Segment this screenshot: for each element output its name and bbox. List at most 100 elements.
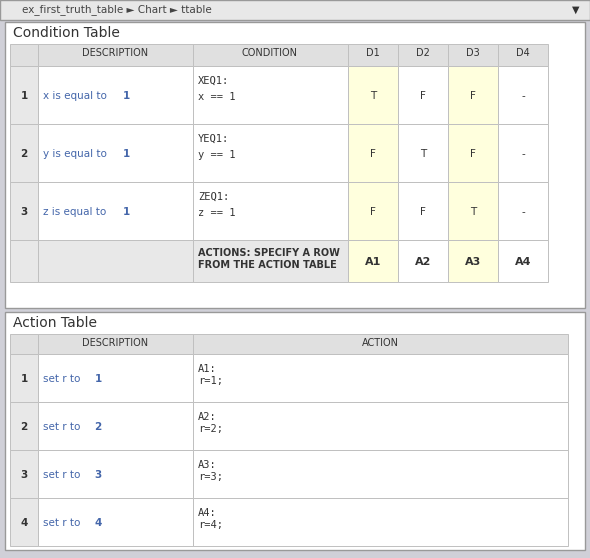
Text: T: T [420, 149, 426, 159]
Text: set r to: set r to [43, 374, 84, 384]
Text: 1: 1 [123, 207, 130, 217]
Text: 4: 4 [94, 518, 102, 528]
Bar [498, 66, 548, 124]
Bar [398, 240, 448, 282]
Bar [193, 124, 348, 182]
Text: A1: A1 [365, 257, 381, 267]
Bar [10, 66, 38, 124]
Text: D1: D1 [366, 48, 380, 58]
Text: 4: 4 [20, 518, 28, 528]
Text: ACTIONS: SPECIFY A ROW: ACTIONS: SPECIFY A ROW [198, 248, 340, 258]
Bar [398, 182, 448, 240]
Text: XEQ1:: XEQ1: [198, 76, 230, 86]
Bar [10, 498, 38, 546]
Bar [193, 354, 568, 402]
Text: D3: D3 [466, 48, 480, 58]
Bar [348, 66, 398, 124]
Bar [498, 124, 548, 182]
Bar [193, 498, 568, 546]
Bar [10, 182, 38, 240]
Bar [38, 450, 193, 498]
Text: ex_first_truth_table ► Chart ► ttable: ex_first_truth_table ► Chart ► ttable [22, 4, 212, 15]
Text: y is equal to: y is equal to [43, 149, 110, 159]
Bar [193, 240, 348, 282]
Text: 1: 1 [21, 374, 28, 384]
Bar [10, 354, 38, 402]
Bar [38, 240, 193, 282]
Text: 1: 1 [123, 149, 130, 159]
Text: x is equal to: x is equal to [43, 91, 110, 101]
Text: YEQ1:: YEQ1: [198, 134, 230, 144]
Text: A1:: A1: [198, 364, 217, 374]
Bar [10, 124, 38, 182]
Text: ZEQ1:: ZEQ1: [198, 192, 230, 202]
Text: 1: 1 [21, 91, 28, 101]
Text: -: - [521, 207, 525, 217]
Text: ▼: ▼ [572, 5, 580, 15]
Text: A4: A4 [514, 257, 531, 267]
Text: z is equal to: z is equal to [43, 207, 110, 217]
Text: F: F [370, 207, 376, 217]
Text: A4:: A4: [198, 508, 217, 518]
Text: T: T [370, 91, 376, 101]
Text: Condition Table: Condition Table [13, 26, 120, 40]
Bar [348, 240, 398, 282]
Text: CONDITION: CONDITION [242, 48, 298, 58]
Bar [38, 354, 193, 402]
Bar [193, 182, 348, 240]
Text: ACTION: ACTION [362, 338, 398, 348]
Bar [10, 402, 38, 450]
Bar [10, 44, 38, 66]
Bar [5, 312, 585, 550]
Bar [193, 450, 568, 498]
Bar [0, 0, 590, 20]
Text: D2: D2 [416, 48, 430, 58]
Bar [193, 402, 568, 450]
Text: z == 1: z == 1 [198, 208, 235, 218]
Bar [38, 124, 193, 182]
Text: 3: 3 [21, 470, 28, 480]
Text: F: F [470, 149, 476, 159]
Text: A2:: A2: [198, 412, 217, 422]
Text: Action Table: Action Table [13, 316, 97, 330]
Bar [348, 124, 398, 182]
Bar [498, 240, 548, 282]
Bar [38, 498, 193, 546]
Bar [448, 182, 498, 240]
Bar [448, 240, 498, 282]
Text: set r to: set r to [43, 470, 84, 480]
Text: A2: A2 [415, 257, 431, 267]
Text: 3: 3 [94, 470, 102, 480]
Text: F: F [470, 91, 476, 101]
Bar [10, 240, 38, 282]
Bar [398, 44, 448, 66]
Text: A3:: A3: [198, 460, 217, 470]
Bar [10, 450, 38, 498]
Text: -: - [521, 91, 525, 101]
Bar [348, 44, 398, 66]
Text: 1: 1 [94, 374, 102, 384]
Bar [498, 182, 548, 240]
Text: r=3;: r=3; [198, 472, 223, 482]
Bar [348, 182, 398, 240]
Text: 2: 2 [21, 149, 28, 159]
Text: F: F [420, 91, 426, 101]
Text: F: F [420, 207, 426, 217]
Text: FROM THE ACTION TABLE: FROM THE ACTION TABLE [198, 260, 337, 270]
Bar [38, 44, 193, 66]
Bar [10, 334, 38, 354]
Text: -: - [521, 149, 525, 159]
Text: A3: A3 [465, 257, 481, 267]
Text: x == 1: x == 1 [198, 92, 235, 102]
Bar [38, 334, 193, 354]
Bar [448, 66, 498, 124]
Bar [38, 66, 193, 124]
Bar [448, 44, 498, 66]
Text: r=1;: r=1; [198, 376, 223, 386]
Bar [38, 182, 193, 240]
Text: r=4;: r=4; [198, 520, 223, 530]
Text: y == 1: y == 1 [198, 150, 235, 160]
Bar [398, 124, 448, 182]
Bar [398, 66, 448, 124]
Text: set r to: set r to [43, 422, 84, 432]
